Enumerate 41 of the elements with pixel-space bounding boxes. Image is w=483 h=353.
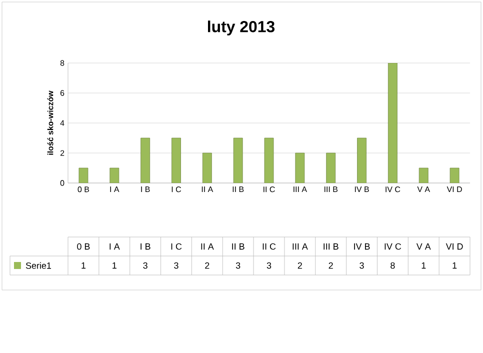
legend-label: Serie1 bbox=[26, 262, 51, 269]
data-label: 3 bbox=[236, 262, 240, 269]
bar bbox=[78, 168, 88, 183]
category-label: II B bbox=[232, 243, 244, 250]
bar bbox=[450, 168, 460, 183]
data-label: 1 bbox=[452, 262, 457, 269]
data-label: 2 bbox=[205, 262, 210, 269]
bar bbox=[326, 152, 336, 183]
category-label: V A bbox=[416, 243, 431, 250]
bar bbox=[295, 152, 305, 183]
data-label: 1 bbox=[112, 262, 116, 269]
category-label: II A bbox=[201, 243, 214, 250]
data-label: 1 bbox=[422, 262, 426, 269]
bar bbox=[418, 168, 428, 183]
category-label: IV C bbox=[384, 243, 402, 250]
data-label: 3 bbox=[143, 262, 148, 269]
bar bbox=[357, 138, 366, 183]
bar bbox=[110, 168, 120, 183]
bar bbox=[172, 138, 181, 183]
data-label: 1 bbox=[82, 262, 86, 269]
category-label: I B bbox=[140, 243, 150, 250]
data-label: 2 bbox=[328, 262, 333, 269]
data-label: 3 bbox=[266, 262, 272, 269]
category-label: II C bbox=[262, 243, 276, 250]
bar bbox=[388, 63, 398, 183]
bar bbox=[264, 138, 274, 183]
category-label: 0 B bbox=[77, 243, 90, 250]
chart-title: luty 2013 bbox=[208, 20, 275, 36]
data-label: 8 bbox=[390, 262, 395, 269]
data-label: 3 bbox=[360, 262, 364, 269]
category-label: I A bbox=[110, 243, 120, 250]
category-label: I C bbox=[171, 243, 182, 250]
bar bbox=[140, 138, 150, 183]
bar bbox=[202, 152, 212, 183]
data-label: 2 bbox=[298, 262, 302, 269]
bar bbox=[233, 138, 243, 183]
category-label: VI D bbox=[446, 243, 463, 250]
category-label: IV B bbox=[354, 243, 370, 250]
category-label: III B bbox=[324, 243, 338, 250]
data-label: 3 bbox=[174, 262, 178, 269]
category-label: III A bbox=[292, 243, 308, 250]
